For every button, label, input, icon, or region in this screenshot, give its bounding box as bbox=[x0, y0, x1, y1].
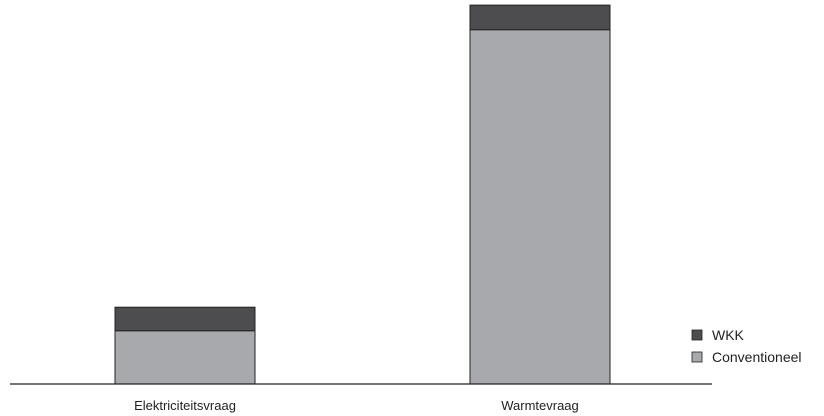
bar-warmtevraag-conventioneel bbox=[469, 29, 611, 385]
legend-label-conventioneel: Conventioneel bbox=[712, 349, 802, 365]
bars-group bbox=[114, 4, 611, 385]
legend: WKK Conventioneel bbox=[691, 327, 802, 365]
legend-label-wkk: WKK bbox=[712, 327, 745, 343]
x-tick-label-warmtevraag: Warmtevraag bbox=[501, 398, 579, 413]
bar-elektriciteitsvraag-conventioneel bbox=[114, 330, 256, 385]
x-axis-labels: Elektriciteitsvraag Warmtevraag bbox=[134, 398, 579, 413]
legend-swatch-conventioneel bbox=[691, 351, 703, 363]
bar-elektriciteitsvraag-wkk bbox=[114, 306, 256, 332]
bar-warmtevraag-wkk bbox=[469, 4, 611, 31]
x-tick-label-elektriciteitsvraag: Elektriciteitsvraag bbox=[134, 398, 236, 413]
legend-swatch-wkk bbox=[691, 329, 703, 341]
